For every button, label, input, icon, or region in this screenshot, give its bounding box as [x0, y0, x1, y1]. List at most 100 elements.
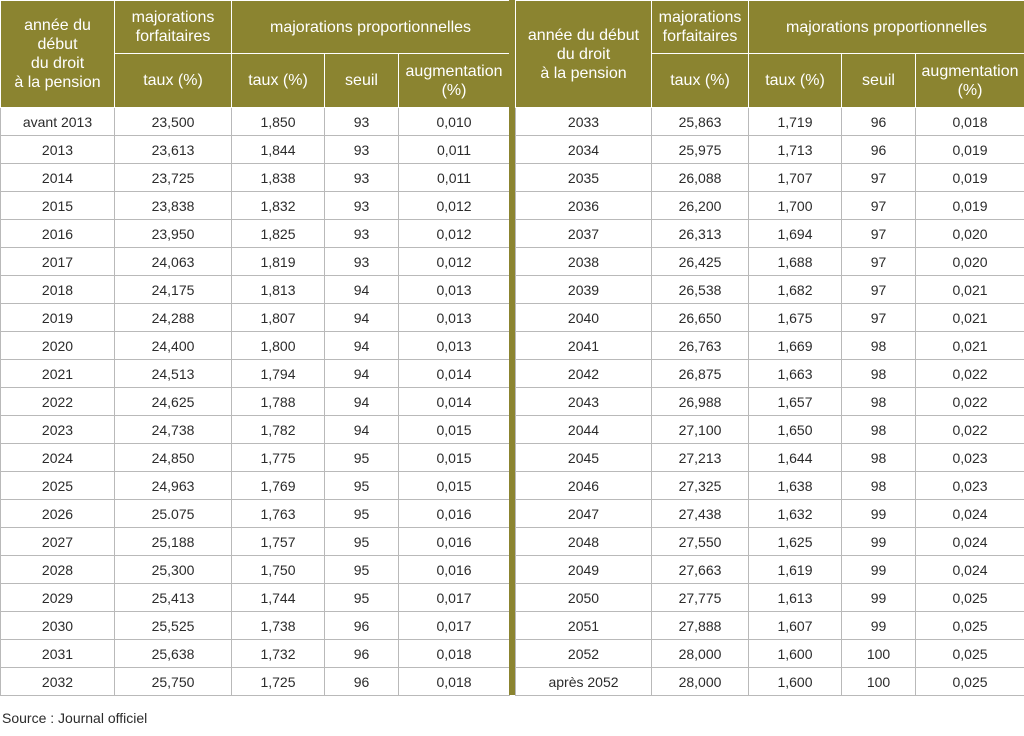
- cell-year: 2033: [515, 107, 652, 136]
- cell-augmentation: 0,019: [914, 135, 1024, 164]
- cell-seuil: 96: [324, 639, 399, 668]
- rates-table-right: année du début du droit à la pension maj…: [515, 0, 1024, 696]
- header-forfaitaires: majorations forfaitaires: [651, 0, 749, 54]
- cell-year: 2049: [515, 555, 652, 584]
- cell-augmentation: 0,011: [397, 135, 511, 164]
- cell-prop-taux: 1,619: [748, 555, 842, 584]
- table-row: 2027 25,188 1,757 95 0,016: [0, 527, 511, 556]
- cell-augmentation: 0,024: [914, 527, 1024, 556]
- cell-seuil: 94: [324, 303, 399, 332]
- pension-rates-table: année du début du droit à la pension maj…: [0, 0, 1024, 696]
- cell-forfait-taux: 27,663: [651, 555, 749, 584]
- cell-prop-taux: 1,607: [748, 611, 842, 640]
- table-row: 2050 27,775 1,613 99 0,025: [515, 583, 1024, 612]
- cell-forfait-taux: 26,200: [651, 191, 749, 220]
- cell-year: 2016: [0, 219, 115, 248]
- cell-forfait-taux: 24,513: [114, 359, 232, 388]
- cell-seuil: 94: [324, 331, 399, 360]
- table-body-right: 2033 25,863 1,719 96 0,018 2034 25,975 1,713 96 0…: [515, 107, 1024, 696]
- cell-year: 2047: [515, 499, 652, 528]
- cell-seuil: 94: [324, 275, 399, 304]
- cell-seuil: 97: [841, 303, 916, 332]
- cell-forfait-taux: 26,650: [651, 303, 749, 332]
- cell-seuil: 93: [324, 191, 399, 220]
- cell-forfait-taux: 25,975: [651, 135, 749, 164]
- cell-seuil: 98: [841, 387, 916, 416]
- cell-augmentation: 0,013: [397, 303, 511, 332]
- table-row: 2042 26,875 1,663 98 0,022: [515, 359, 1024, 388]
- cell-augmentation: 0,012: [397, 219, 511, 248]
- cell-year: 2022: [0, 387, 115, 416]
- cell-year: 2040: [515, 303, 652, 332]
- cell-forfait-taux: 23,838: [114, 191, 232, 220]
- cell-seuil: 96: [324, 611, 399, 640]
- cell-forfait-taux: 28,000: [651, 667, 749, 696]
- table-row: 2017 24,063 1,819 93 0,012: [0, 247, 511, 276]
- cell-forfait-taux: 28,000: [651, 639, 749, 668]
- cell-forfait-taux: 27,100: [651, 415, 749, 444]
- cell-seuil: 97: [841, 219, 916, 248]
- cell-year: 2019: [0, 303, 115, 332]
- cell-forfait-taux: 26,875: [651, 359, 749, 388]
- cell-year: 2035: [515, 163, 652, 192]
- cell-augmentation: 0,023: [914, 443, 1024, 472]
- cell-forfait-taux: 25,750: [114, 667, 232, 696]
- cell-augmentation: 0,018: [397, 639, 511, 668]
- cell-augmentation: 0,015: [397, 443, 511, 472]
- cell-forfait-taux: 25,300: [114, 555, 232, 584]
- table-row: 2046 27,325 1,638 98 0,023: [515, 471, 1024, 500]
- cell-prop-taux: 1,638: [748, 471, 842, 500]
- table-row: 2023 24,738 1,782 94 0,015: [0, 415, 511, 444]
- cell-augmentation: 0,019: [914, 163, 1024, 192]
- cell-forfait-taux: 24,400: [114, 331, 232, 360]
- cell-year: 2041: [515, 331, 652, 360]
- header-proportionnelles: majorations proportionnelles: [747, 0, 1024, 54]
- cell-prop-taux: 1,794: [231, 359, 325, 388]
- cell-prop-taux: 1,813: [231, 275, 325, 304]
- cell-prop-taux: 1,819: [231, 247, 325, 276]
- table-row: 2037 26,313 1,694 97 0,020: [515, 219, 1024, 248]
- cell-year: 2027: [0, 527, 115, 556]
- table-row: 2041 26,763 1,669 98 0,021: [515, 331, 1024, 360]
- cell-seuil: 94: [324, 387, 399, 416]
- table-row: 2048 27,550 1,625 99 0,024: [515, 527, 1024, 556]
- cell-seuil: 95: [324, 443, 399, 472]
- cell-forfait-taux: 24,850: [114, 443, 232, 472]
- cell-prop-taux: 1,663: [748, 359, 842, 388]
- cell-year: 2029: [0, 583, 115, 612]
- cell-prop-taux: 1,744: [231, 583, 325, 612]
- cell-prop-taux: 1,613: [748, 583, 842, 612]
- header-prop-taux: taux (%): [231, 53, 325, 108]
- cell-seuil: 93: [324, 219, 399, 248]
- cell-prop-taux: 1,775: [231, 443, 325, 472]
- header-proportionnelles: majorations proportionnelles: [230, 0, 511, 54]
- column-separator: [509, 0, 515, 695]
- table-row: 2030 25,525 1,738 96 0,017: [0, 611, 511, 640]
- cell-seuil: 93: [324, 107, 399, 136]
- cell-forfait-taux: 24,063: [114, 247, 232, 276]
- cell-augmentation: 0,025: [914, 583, 1024, 612]
- cell-seuil: 97: [841, 275, 916, 304]
- header-prop-taux: taux (%): [748, 53, 842, 108]
- cell-augmentation: 0,021: [914, 331, 1024, 360]
- table-row: 2018 24,175 1,813 94 0,013: [0, 275, 511, 304]
- cell-forfait-taux: 26,763: [651, 331, 749, 360]
- cell-seuil: 99: [841, 611, 916, 640]
- cell-seuil: 95: [324, 555, 399, 584]
- cell-year: 2023: [0, 415, 115, 444]
- cell-prop-taux: 1,644: [748, 443, 842, 472]
- header-seuil: seuil: [841, 53, 916, 108]
- cell-augmentation: 0,015: [397, 415, 511, 444]
- cell-year: 2044: [515, 415, 652, 444]
- cell-augmentation: 0,017: [397, 611, 511, 640]
- cell-forfait-taux: 24,175: [114, 275, 232, 304]
- cell-forfait-taux: 23,500: [114, 107, 232, 136]
- cell-prop-taux: 1,732: [231, 639, 325, 668]
- cell-year: 2026: [0, 499, 115, 528]
- cell-prop-taux: 1,844: [231, 135, 325, 164]
- cell-augmentation: 0,012: [397, 191, 511, 220]
- cell-seuil: 98: [841, 471, 916, 500]
- header-augmentation: augmentation (%): [914, 53, 1024, 108]
- table-row: 2019 24,288 1,807 94 0,013: [0, 303, 511, 332]
- table-row: 2025 24,963 1,769 95 0,015: [0, 471, 511, 500]
